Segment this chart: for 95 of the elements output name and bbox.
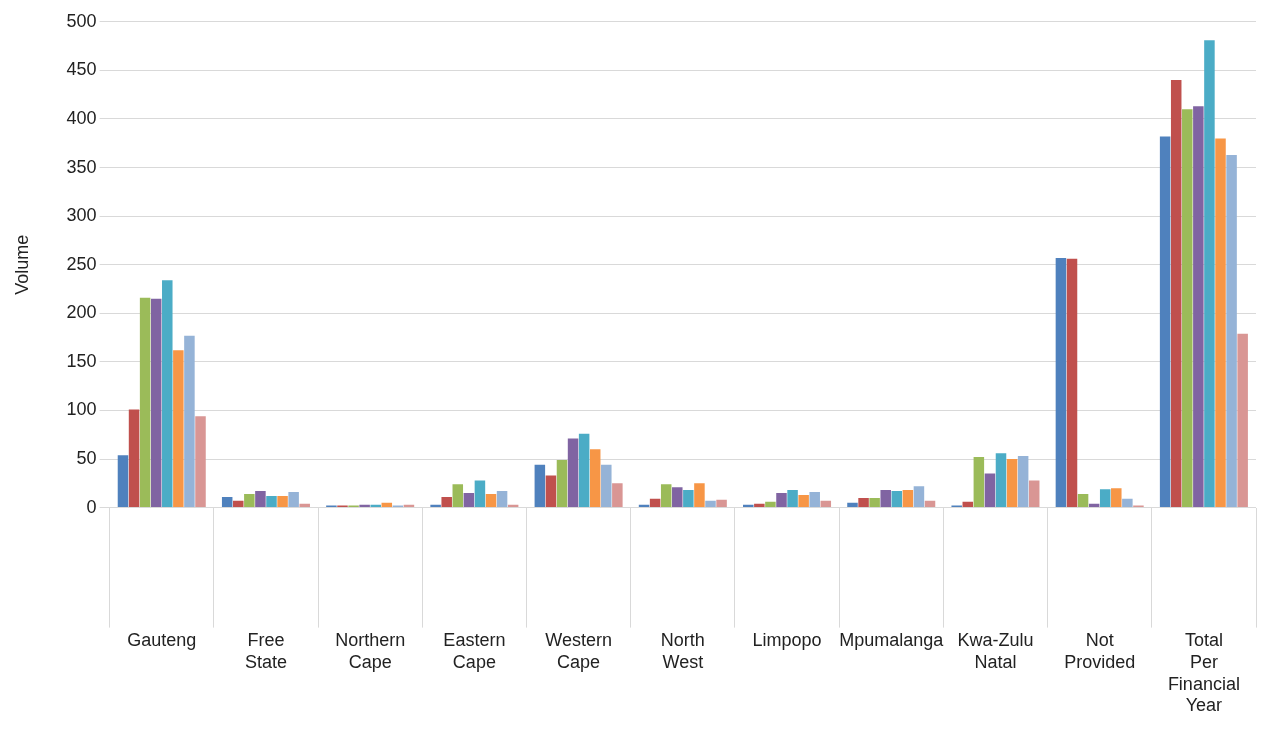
x-tick-label: Western Cape: [545, 630, 612, 672]
y-tick-label: 350: [66, 156, 97, 177]
bar: [1215, 138, 1226, 508]
bar: [162, 280, 173, 508]
bar: [1099, 489, 1111, 508]
bar: [820, 500, 832, 508]
bar: [649, 498, 661, 508]
y-tick-label: 100: [66, 399, 97, 420]
x-tick-label: Eastern Cape: [443, 630, 506, 672]
x-tick-label: Mpumalanga: [839, 630, 945, 651]
bar: [266, 495, 277, 508]
bar: [672, 487, 683, 508]
x-tick-label: Northern Cape: [335, 630, 406, 672]
bar: [798, 494, 809, 508]
bar: [924, 500, 936, 508]
bar: [1159, 136, 1171, 508]
bar: [545, 475, 557, 508]
bar: [589, 449, 601, 508]
bar: [1077, 494, 1089, 508]
y-axis-title: Volume: [11, 234, 32, 295]
bar: [880, 490, 891, 508]
bar: [869, 497, 880, 508]
y-tick-label: 300: [66, 205, 97, 226]
bar: [902, 490, 914, 508]
bar: [683, 490, 694, 508]
bar: [1055, 257, 1067, 508]
bar: [474, 480, 486, 508]
x-tick-label: Not Provided: [1064, 630, 1136, 672]
bar: [787, 490, 798, 508]
bar: [1111, 488, 1122, 508]
bar: [1122, 498, 1133, 508]
bar: [117, 455, 129, 508]
bar: [173, 350, 184, 508]
bar: [754, 503, 765, 508]
bar: [1170, 80, 1182, 508]
bar: [716, 499, 727, 508]
bar: [556, 459, 568, 508]
bar: [441, 496, 452, 508]
y-tick-label: 450: [66, 59, 97, 80]
bar: [139, 297, 151, 508]
x-tick-label: Gauteng: [127, 630, 197, 651]
bar: [601, 464, 612, 508]
x-tick-label: Free State: [244, 630, 287, 672]
y-tick-label: 250: [66, 253, 97, 274]
bar: [765, 501, 776, 508]
bar: [1204, 40, 1215, 508]
bar: [567, 438, 579, 508]
x-tick-label: Limpopo: [752, 630, 822, 651]
y-tick-label: 0: [86, 496, 97, 517]
bar: [891, 491, 903, 508]
bar: [858, 497, 869, 508]
bar: [233, 500, 244, 508]
x-tick-label: Total Per Financial Year: [1167, 630, 1240, 716]
bar: [913, 486, 925, 508]
x-tick-label: Kwa-Zulu Natal: [957, 630, 1034, 672]
bar: [705, 500, 716, 508]
bar: [221, 496, 233, 508]
bar: [150, 298, 162, 508]
bar: [496, 491, 508, 508]
x-tick-label: North West: [660, 630, 705, 672]
bar: [184, 335, 195, 508]
bar: [984, 473, 996, 508]
bar: [809, 492, 820, 508]
bar: [1017, 456, 1029, 508]
bar: [578, 433, 590, 508]
bar: [1006, 459, 1018, 508]
bar: [1193, 106, 1204, 508]
bar: [847, 502, 858, 508]
bar: [288, 492, 299, 508]
bar: [1182, 109, 1193, 508]
y-tick-label: 400: [66, 107, 97, 128]
bar: [277, 495, 288, 508]
bar: [485, 494, 497, 508]
bar: [534, 464, 546, 508]
y-tick-label: 50: [76, 447, 97, 468]
bar: [195, 416, 206, 508]
bar: [973, 457, 985, 508]
bar: [1066, 258, 1078, 508]
y-tick-label: 500: [66, 10, 97, 31]
bar: [255, 491, 266, 508]
bar: [776, 493, 787, 508]
bar: [995, 453, 1007, 508]
bar: [694, 483, 705, 508]
bar: [299, 503, 310, 508]
bar: [1028, 480, 1040, 508]
bar: [1226, 154, 1237, 508]
bar: [612, 483, 623, 508]
y-tick-label: 150: [66, 350, 97, 371]
bar: [660, 484, 672, 508]
bar: [128, 409, 140, 508]
bar: [463, 493, 475, 508]
y-tick-label: 200: [66, 302, 97, 323]
bar: [452, 484, 464, 508]
bar: [1237, 333, 1248, 508]
bar: [244, 494, 255, 508]
